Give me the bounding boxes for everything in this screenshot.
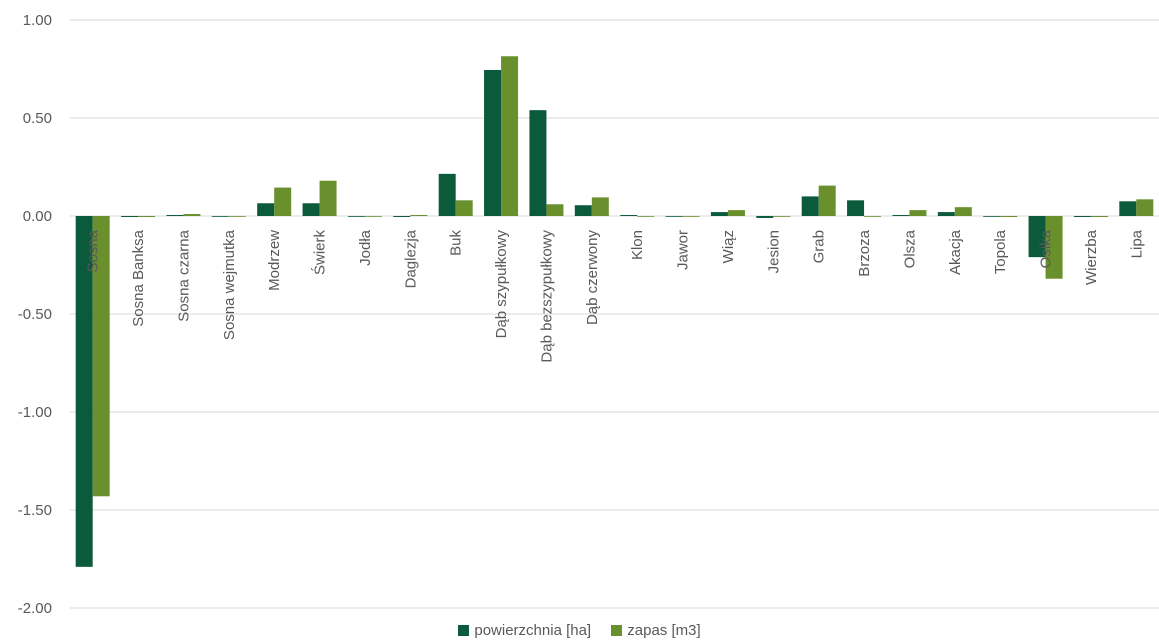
category-label: Sosna wejmutka [221, 229, 238, 340]
category-label: Akacja [947, 229, 964, 275]
category-label: Wiąz [720, 230, 737, 263]
bar-series-2 [138, 216, 156, 217]
legend-swatch-series-1 [458, 625, 470, 636]
bar-series-2 [319, 180, 337, 216]
y-tick-label: 0.50 [23, 110, 52, 127]
bar-series-1 [1119, 201, 1137, 216]
bar-series-1 [166, 215, 184, 216]
bar-series-2 [591, 197, 609, 216]
bar-series-1 [937, 212, 955, 216]
bar-series-2 [183, 214, 201, 216]
bar-series-2 [1090, 216, 1108, 217]
category-label: Sosna [85, 229, 102, 272]
bar-series-1 [756, 216, 774, 218]
bar-series-2 [501, 56, 519, 217]
category-label: Sosna Banksa [130, 229, 147, 326]
bar-series-2 [364, 216, 382, 217]
bar-series-1 [393, 216, 411, 217]
category-label: Sosna czarna [175, 229, 192, 321]
category-label: Lipa [1128, 229, 1145, 258]
bar-series-2 [727, 210, 745, 216]
bar-series-2 [682, 216, 700, 217]
category-label: Modrzew [266, 230, 283, 291]
gridlines [70, 19, 1159, 609]
bar-series-1 [983, 216, 1001, 217]
legend-swatch-series-2 [611, 625, 623, 636]
bar-series-2 [274, 187, 292, 216]
category-labels: Sosna Sosna Banksa Sosna czarna Sosna wejmu… [85, 229, 1146, 362]
y-tick-label: -1.50 [18, 502, 52, 519]
category-label: Osika [1038, 229, 1055, 268]
bar-series-2 [410, 215, 428, 216]
bar-series-1 [347, 216, 365, 217]
bar-series-1 [847, 200, 865, 216]
y-axis-ticks: 1.00 0.50 0.00 -0.50 -1.00 -1.50 -2.00 [18, 12, 52, 617]
y-tick-label: 1.00 [23, 12, 52, 29]
bar-series-1 [620, 215, 638, 216]
category-label: Dąb szypułkowy [493, 230, 510, 339]
y-tick-label: 0.00 [23, 208, 52, 225]
category-label: Dąb bezszypułkowy [538, 230, 555, 363]
legend: powierzchnia [ha] zapas [m3] [0, 622, 1159, 640]
bar-series-1 [75, 216, 93, 567]
y-tick-label: -1.00 [18, 404, 52, 421]
bar-series-2 [773, 216, 791, 217]
bar-series-2 [954, 207, 972, 216]
bar-series-1 [574, 205, 592, 216]
category-label: Jawor [675, 230, 692, 270]
legend-item-series-2: zapas [m3] [611, 622, 701, 639]
bar-series-2 [818, 185, 836, 216]
bar-series-1 [438, 173, 456, 216]
category-label: Daglezja [402, 229, 419, 288]
category-label: Dąb czerwony [584, 230, 601, 326]
y-tick-label: -2.00 [18, 600, 52, 617]
bar-series-1 [801, 196, 819, 216]
bar-series-2 [864, 216, 882, 217]
bars [75, 56, 1154, 567]
bar-series-1 [257, 203, 275, 216]
category-label: Grab [811, 230, 828, 263]
bar-series-2 [455, 200, 473, 216]
legend-label-series-2: zapas [m3] [627, 622, 701, 639]
bar-series-1 [892, 215, 910, 216]
legend-label-series-1: powierzchnia [ha] [474, 622, 592, 639]
bar-series-2 [909, 210, 927, 216]
bar-series-1 [121, 216, 139, 217]
bar-series-1 [1073, 216, 1091, 217]
bar-series-1 [211, 216, 229, 217]
bar-series-2 [546, 204, 564, 216]
bar-series-2 [1000, 216, 1018, 217]
category-label: Topola [992, 229, 1009, 274]
category-label: Jesion [765, 230, 782, 273]
category-label: Klon [629, 230, 646, 260]
category-label: Buk [448, 230, 465, 256]
category-label: Brzoza [856, 229, 873, 276]
bar-series-1 [1028, 216, 1046, 258]
category-label: Wierzba [1083, 229, 1100, 285]
bar-series-1 [665, 216, 683, 217]
category-label: Jodła [357, 229, 374, 266]
legend-item-series-1: powierzchnia [ha] [458, 622, 591, 639]
bar-series-1 [484, 69, 502, 216]
bar-series-1 [302, 203, 320, 216]
bar-series-2 [92, 216, 110, 497]
bar-series-2 [1136, 199, 1154, 216]
bar-series-2 [1045, 216, 1063, 279]
category-label: Olsza [901, 229, 918, 268]
bar-series-1 [529, 110, 547, 216]
bar-series-2 [637, 216, 655, 217]
bar-series-1 [710, 212, 728, 216]
y-tick-label: -0.50 [18, 306, 52, 323]
bar-series-2 [228, 216, 246, 217]
category-label: Świerk [311, 230, 329, 276]
